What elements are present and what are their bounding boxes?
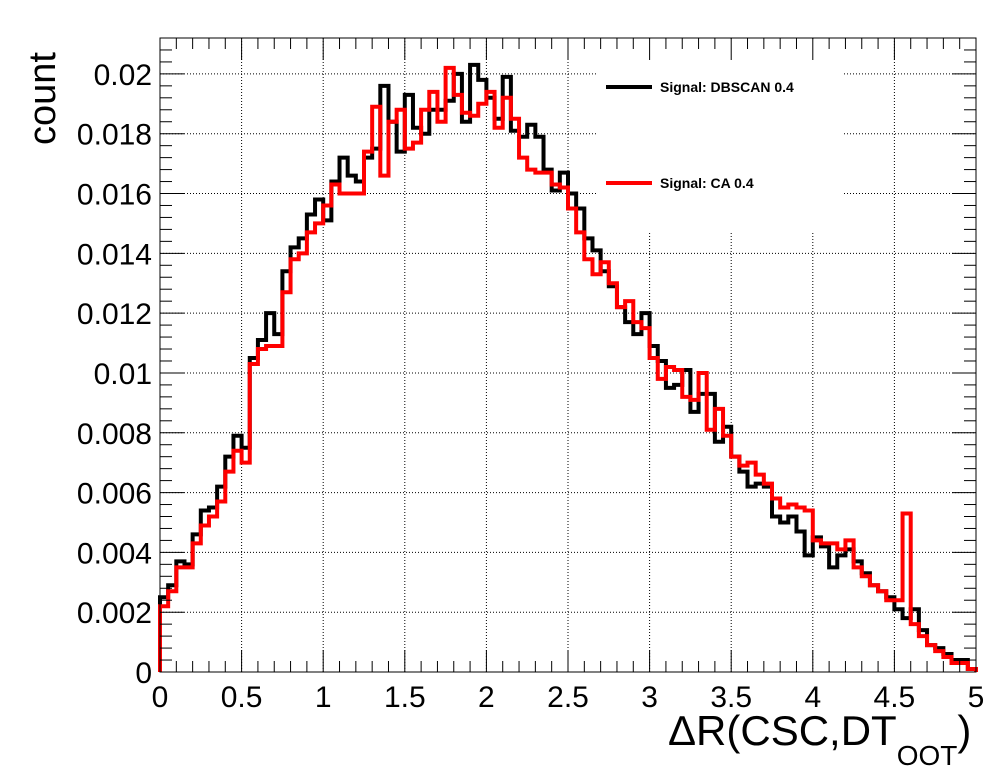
series-ca-line — [158, 65, 978, 672]
y-tick-label: 0.02 — [94, 59, 152, 92]
plot-frame — [159, 37, 977, 673]
y-tick-label: 0.016 — [77, 179, 152, 212]
x-tick-label: 2.5 — [547, 681, 589, 714]
x-tick-label: 2 — [478, 681, 495, 714]
x-tick-label: 0.5 — [221, 681, 263, 714]
y-tick-label: 0.002 — [77, 597, 152, 630]
x-tick-label: 3.5 — [710, 681, 752, 714]
legend-label: Signal: DBSCAN 0.4 — [660, 79, 794, 95]
y-tick-label: 0.014 — [77, 238, 152, 271]
y-tick-label: 0 — [135, 657, 152, 690]
y-tick-label: 0.004 — [77, 537, 152, 570]
y-axis-title: count — [22, 52, 64, 145]
legend: Signal: DBSCAN 0.4 Signal: CA 0.4 — [606, 79, 794, 191]
x-tick-label: 5 — [968, 681, 985, 714]
x-tick-label: 1.5 — [384, 681, 426, 714]
axis-ticks — [159, 37, 977, 673]
y-axis-tick-labels: 0 0.002 0.004 0.006 0.008 0.01 0.012 0.014 0.016… — [77, 59, 152, 690]
y-tick-label: 0.008 — [77, 418, 152, 451]
x-tick-label: 1 — [315, 681, 332, 714]
legend-box — [598, 40, 844, 232]
x-tick-label: 3 — [641, 681, 658, 714]
y-tick-label: 0.006 — [77, 478, 152, 511]
x-axis-title-subscript: OOT — [897, 740, 958, 771]
x-tick-label: 4 — [804, 681, 821, 714]
series-layer — [158, 62, 978, 672]
y-tick-label: 0.012 — [77, 298, 152, 331]
y-tick-label: 0.018 — [77, 119, 152, 152]
x-tick-label: 0 — [152, 681, 169, 714]
grid-layer — [160, 38, 976, 672]
x-axis-title-close: ) — [957, 707, 971, 754]
legend-label: Signal: CA 0.4 — [660, 175, 754, 191]
series-dbscan-line — [158, 62, 978, 672]
y-tick-label: 0.01 — [94, 358, 152, 391]
x-axis-title: ΔR(CSC,DTOOT) — [668, 707, 971, 771]
x-axis-title-main: ΔR(CSC,DT — [668, 707, 897, 754]
x-tick-label: 4.5 — [874, 681, 916, 714]
x-axis-tick-labels: 0 0.5 1 1.5 2 2.5 3 3.5 4 4.5 5 — [152, 681, 985, 714]
